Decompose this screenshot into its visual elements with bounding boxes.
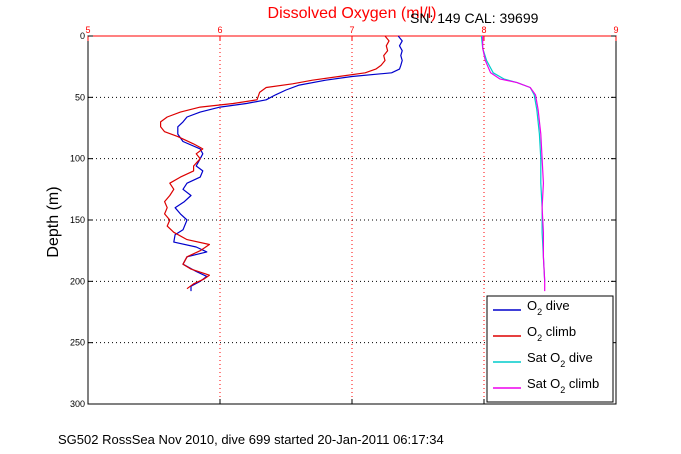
y-tick-label: 50 (75, 92, 85, 102)
legend-box (486, 295, 614, 403)
series-line-3 (480, 35, 546, 282)
instrument-info: SN: 149 CAL: 39699 (410, 10, 539, 26)
series-line-2 (160, 35, 390, 290)
x-tick-label: 5 (85, 25, 90, 35)
y-tick-label: 0 (80, 31, 85, 41)
legend-label: O2 climb (527, 324, 576, 343)
x-tick-label: 9 (613, 25, 618, 35)
axis-ticks: 5 6 7 8 9 0 50 100 150 200 250 300 (70, 25, 619, 409)
legend: O2 dive O2 climb Sat O2 dive Sat O2 climb (486, 295, 614, 403)
series-line-4 (482, 36, 546, 292)
grid (88, 36, 616, 404)
legend-label: Sat O2 climb (527, 376, 599, 395)
legend-label: Sat O2 dive (527, 350, 593, 369)
y-tick-label: 100 (70, 154, 85, 164)
x-tick-label: 7 (349, 25, 354, 35)
x-tick-label: 6 (217, 25, 222, 35)
series-lines (160, 35, 546, 292)
chart-title: Dissolved Oxygen (ml/l) (268, 5, 437, 22)
y-axis-label: Depth (m) (45, 186, 62, 257)
footer-caption: SG502 RossSea Nov 2010, dive 699 started… (58, 432, 444, 447)
legend-label: O2 dive (527, 298, 570, 317)
x-tick-label: 8 (481, 25, 486, 35)
y-tick-label: 300 (70, 399, 85, 409)
y-tick-label: 150 (70, 215, 85, 225)
y-tick-label: 250 (70, 338, 85, 348)
series-line-1 (173, 35, 403, 292)
y-tick-label: 200 (70, 276, 85, 286)
